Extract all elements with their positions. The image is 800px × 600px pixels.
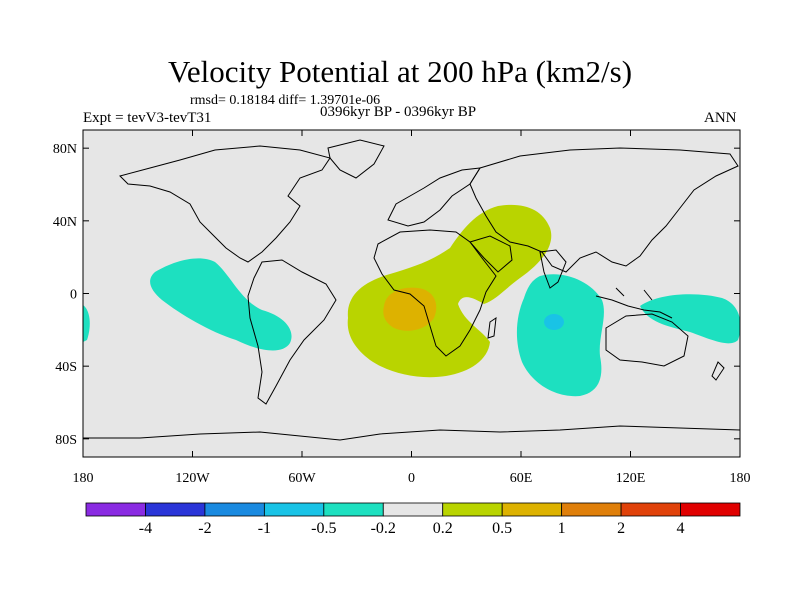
colorbar-swatch [501,502,563,517]
y-tick-label: 40S [55,360,77,375]
colorbar-swatch [204,502,265,517]
experiment-label: Expt = tevV3-tevT31 [83,110,212,126]
contour-region-indian-ocean [516,274,604,397]
contour-region-central-africa [383,287,437,331]
contour-region-western-pacific [640,294,740,344]
colorbar-swatch [145,502,206,517]
colorbar-swatch [382,502,444,517]
coastline-new-zealand [711,361,725,381]
colorbar-label: 0.2 [433,520,453,537]
stats-label: rmsd= 0.18184 diff= 1.39701e-06 [190,93,381,108]
x-tick-label: 180 [73,471,94,486]
contour-fills [83,139,740,441]
colorbar-swatch [620,502,681,517]
period-label: 0396kyr BP - 0396kyr BP [320,104,477,120]
colorbar-label: -0.2 [371,520,396,537]
y-tick-label: 0 [70,288,77,303]
coastlines [83,139,740,441]
colorbar-swatch [680,502,741,517]
colorbar-swatch [442,502,503,517]
coastline-africa [373,229,497,357]
chart-title: Velocity Potential at 200 hPa (km2/s) [167,54,633,89]
contour-region-dateline-west [83,305,90,342]
season-label: ANN [704,110,737,126]
x-tick-label: 0 [408,471,415,486]
coastline-asia [469,147,739,273]
colorbar-swatch [263,502,325,517]
contour-region-eastern-pacific [150,258,292,351]
colorbar-label: -4 [139,520,152,537]
y-tick-label: 80S [55,433,77,448]
contour-region-indian-ocean-core [544,314,564,330]
map-panel [82,129,741,458]
y-tick-label: 80N [53,142,77,157]
coastline-antarctica [83,425,740,441]
coastline-australia [605,313,689,367]
coastline-south-america [247,259,337,405]
coastline-greenland [327,139,385,179]
colorbar-label: -1 [258,520,271,537]
colorbar-label: 2 [617,520,625,537]
axes: 180 120W 60W 0 60E 120E 180 80N 40N 0 40S 80S [53,130,751,486]
colorbar-swatch [323,502,384,517]
coastline-north-america [119,145,331,263]
x-tick-label: 60E [510,471,533,486]
coastline-madagascar [487,316,497,339]
colorbar-label: 1 [558,520,566,537]
coastline-india [539,249,567,289]
colorbar-swatch [85,502,146,517]
x-tick-label: 120W [175,471,210,486]
colorbar-label: 0.5 [492,520,512,537]
colorbar-swatch [561,502,622,517]
x-tick-label: 60W [288,471,316,486]
coastline-arabia [469,235,513,273]
coastline-indonesia [595,287,673,319]
x-tick-label: 120E [616,471,646,486]
colorbar-label: -0.5 [311,520,336,537]
x-tick-label: 180 [730,471,751,486]
colorbar-label: -2 [198,520,211,537]
y-tick-label: 40N [53,215,77,230]
colorbar: -4 -2 -1 -0.5 -0.2 0.2 0.5 1 2 4 [85,502,741,537]
colorbar-label: 4 [677,520,685,537]
contour-region-atlantic-africa [347,204,552,378]
